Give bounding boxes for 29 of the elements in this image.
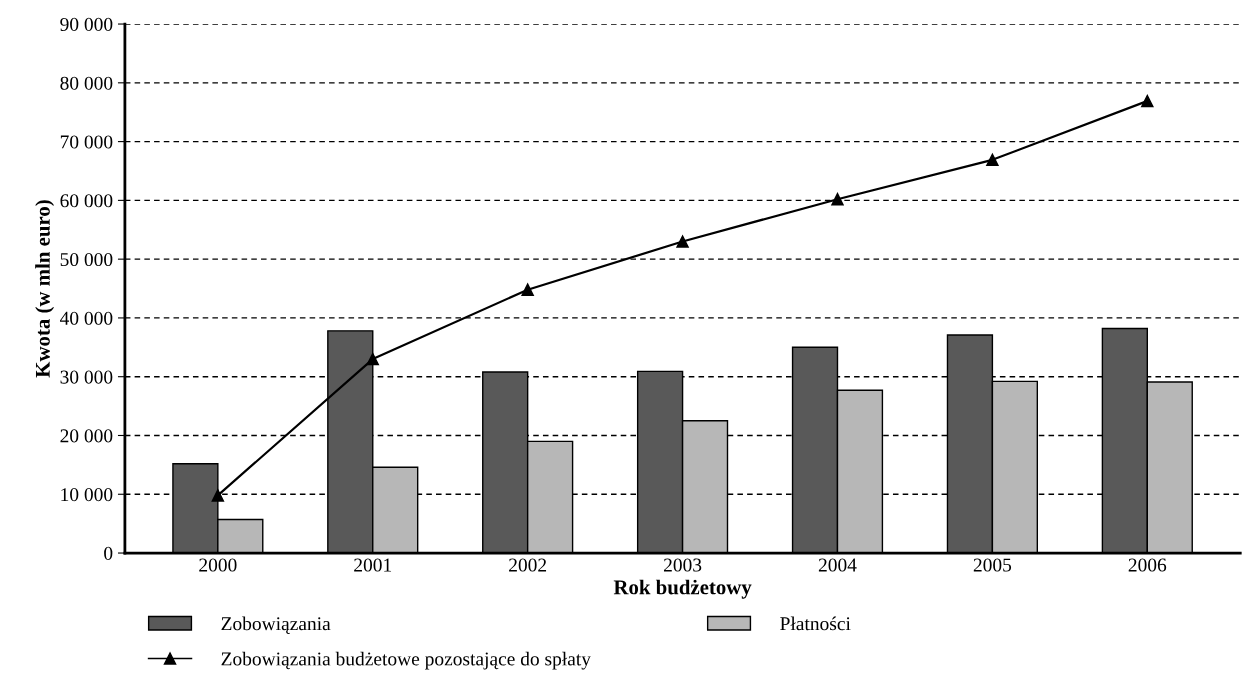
y-tick-label: 50 000 (60, 252, 113, 267)
y-tick-label: 10 000 (61, 488, 113, 502)
point (831, 192, 844, 206)
legend-label: Zobowiązania (221, 616, 331, 634)
y-tick-label: 60 000 (60, 194, 113, 208)
x-axis-title: Rok budżetowy (613, 579, 752, 599)
point (1141, 94, 1154, 108)
y-tick-label: 0 (104, 546, 113, 560)
x-tick-label: 2000 (199, 558, 237, 572)
x-tick-label: 2004 (818, 558, 857, 572)
y-tick-label: 40 000 (60, 311, 113, 325)
point (986, 153, 999, 167)
point (366, 352, 380, 366)
x-tick-label: 2005 (973, 558, 1012, 572)
y-tick-label: 30 000 (60, 370, 113, 384)
y-tick-label: 80 000 (60, 76, 113, 90)
legend-label: Płatności (780, 616, 851, 631)
x-tick-label: 2006 (1128, 558, 1167, 572)
point (521, 283, 534, 296)
x-tick-label: 2003 (663, 558, 702, 572)
y-tick-label: 70 000 (60, 135, 113, 149)
point (211, 489, 225, 502)
point (676, 235, 689, 248)
x-tick-label: 2002 (509, 558, 547, 572)
legend-label: Zobowiązania budżetowe pozostające do spłaty (221, 651, 591, 670)
y-tick-label: 90 000 (60, 17, 113, 31)
x-tick-label: 2001 (354, 558, 392, 572)
y-axis-title: Kwota (w mln euro) (35, 200, 55, 378)
y-tick-label: 20 000 (60, 429, 113, 443)
